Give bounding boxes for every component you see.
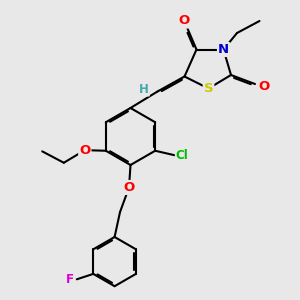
Text: O: O	[178, 14, 190, 28]
Text: O: O	[258, 80, 270, 94]
Text: F: F	[66, 273, 74, 286]
Text: S: S	[204, 82, 213, 95]
Text: O: O	[79, 144, 90, 157]
Text: N: N	[218, 43, 229, 56]
Text: Cl: Cl	[176, 149, 189, 162]
Text: H: H	[139, 82, 149, 96]
Text: O: O	[123, 181, 135, 194]
